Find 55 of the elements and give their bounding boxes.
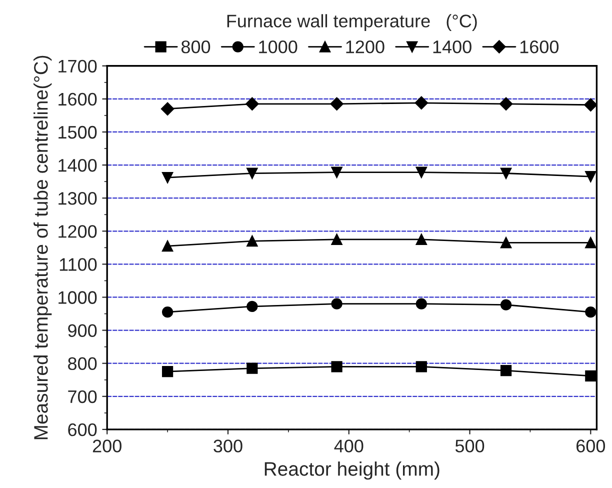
point <box>331 234 342 245</box>
y-tick-label: 800 <box>68 357 97 370</box>
y-tick-label: 900 <box>68 324 97 338</box>
point <box>416 166 427 178</box>
y-tick-label: 1700 <box>58 60 97 73</box>
point <box>499 97 513 110</box>
point <box>585 237 596 248</box>
x-tick-label: 200 <box>92 440 122 452</box>
point <box>162 172 174 184</box>
y-tick-label: 1100 <box>60 258 97 271</box>
y-tick-label: 1200 <box>58 225 97 238</box>
y-tick-label: 1600 <box>58 92 97 106</box>
legend-label: 1400 <box>433 40 472 54</box>
legend-title: Furnace wall temperature (°C) <box>227 14 477 31</box>
y-tick-label: 600 <box>68 423 97 436</box>
point <box>331 361 342 372</box>
point <box>246 97 259 110</box>
point <box>414 96 428 110</box>
y-tick-label: 1000 <box>58 291 97 304</box>
point <box>246 300 258 312</box>
x-tick-label: 400 <box>334 440 364 452</box>
point <box>162 366 174 378</box>
point <box>330 97 344 110</box>
point <box>500 299 512 310</box>
y-tick-label: 1400 <box>58 158 97 172</box>
y-axis-title: Measured temperature of tube centreline(°C) <box>34 56 52 440</box>
point <box>331 166 342 178</box>
x-tick-label: 600 <box>576 440 606 452</box>
point <box>331 298 342 310</box>
point <box>584 98 597 112</box>
point <box>416 361 427 372</box>
point <box>162 306 174 318</box>
point <box>246 168 258 179</box>
y-tick-label: 1500 <box>58 126 97 139</box>
point <box>246 362 258 374</box>
x-tick-label: 300 <box>214 440 242 452</box>
point <box>585 370 596 382</box>
point <box>416 298 427 310</box>
point <box>162 240 174 252</box>
legend-label: 1000 <box>259 40 298 54</box>
point <box>416 234 427 245</box>
point <box>585 306 596 318</box>
point <box>500 365 512 376</box>
x-axis-title: Reactor height (mm) <box>264 462 440 480</box>
point <box>160 102 174 116</box>
legend-label: 1600 <box>520 40 559 54</box>
point <box>246 235 258 247</box>
point <box>500 237 512 248</box>
x-tick-label: 500 <box>455 440 484 452</box>
y-tick-label: 1300 <box>58 192 97 205</box>
point <box>500 168 512 179</box>
point <box>585 171 596 182</box>
y-tick-label: 700 <box>68 390 97 404</box>
legend-label: 1200 <box>346 40 384 54</box>
legend-label: 800 <box>181 40 210 54</box>
